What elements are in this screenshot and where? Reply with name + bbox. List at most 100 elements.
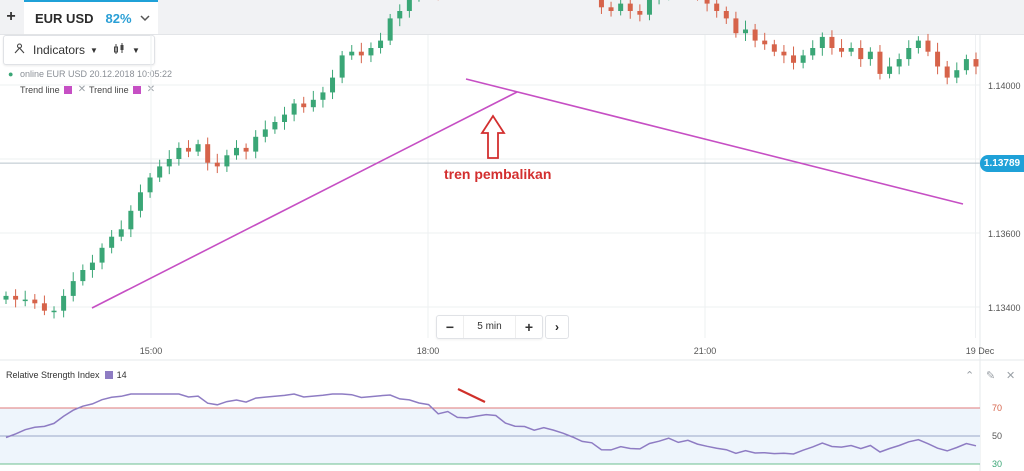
- candle-body: [32, 299, 38, 304]
- candle-body: [330, 77, 336, 93]
- candle-body: [301, 103, 307, 108]
- candle-body: [80, 270, 86, 282]
- candle-body: [51, 310, 57, 313]
- chart-type-button[interactable]: ▼: [112, 36, 140, 64]
- candle-body: [358, 51, 364, 56]
- candle-body: [109, 236, 115, 248]
- candle-body: [272, 122, 278, 130]
- indicators-icon: [14, 43, 25, 57]
- candle-body: [70, 281, 76, 296]
- uptrend-line: [91, 91, 518, 309]
- candle-body: [118, 229, 124, 237]
- status-text: online EUR USD 20.12.2018 10:05:22: [19, 69, 173, 79]
- rsi-period: 14: [116, 370, 127, 380]
- candle-body: [887, 66, 893, 74]
- candle-body: [906, 48, 912, 60]
- candle-body: [877, 51, 883, 74]
- timeframe-control: − 5 min +: [436, 315, 543, 339]
- candle-body: [166, 159, 172, 167]
- tab-bar: + EUR USD 82%: [0, 0, 1024, 35]
- chart-toolbar: Indicators ▼ ▼: [3, 35, 155, 65]
- chevron-down-icon[interactable]: [140, 12, 150, 26]
- candlestick-icon: [112, 42, 126, 59]
- candle-body: [262, 129, 268, 137]
- candle-body: [233, 147, 239, 156]
- candle-body: [771, 44, 777, 52]
- rsi-line: [5, 393, 977, 455]
- arrow-up-icon: [480, 114, 506, 159]
- time-axis-label: 21:00: [693, 346, 717, 356]
- trend-line-legend-2: Trend line ✕: [89, 84, 155, 95]
- candle-body: [810, 48, 816, 56]
- price-axis-label: 1.13400: [988, 303, 1021, 313]
- trend-line-color-swatch[interactable]: [132, 85, 141, 94]
- candle-body: [224, 155, 230, 167]
- add-tab-button[interactable]: +: [6, 8, 16, 25]
- candle-body: [848, 48, 854, 52]
- asset-symbol: EUR USD: [35, 10, 94, 26]
- asset-tab[interactable]: EUR USD 82%: [24, 0, 158, 34]
- candle-body: [99, 247, 105, 263]
- status-line: ● online EUR USD 20.12.2018 10:05:22: [8, 69, 172, 79]
- caret-down-icon: ▼: [90, 45, 98, 55]
- candle-body: [944, 66, 950, 78]
- collapse-icon[interactable]: ⌃: [965, 370, 975, 382]
- rsi-title: Relative Strength Index: [6, 370, 100, 380]
- candle-body: [781, 51, 787, 56]
- price-axis-label: 1.13600: [988, 229, 1021, 239]
- edit-icon[interactable]: ✎: [986, 370, 996, 382]
- candle-body: [310, 99, 316, 108]
- candle-body: [954, 70, 960, 78]
- candle-body: [368, 48, 374, 56]
- candle-body: [157, 166, 163, 178]
- candle-body: [22, 299, 28, 302]
- candle-body: [339, 55, 345, 78]
- candle-body: [13, 295, 19, 300]
- trend-line-label: Trend line: [89, 84, 129, 95]
- candle-body: [839, 48, 845, 52]
- candle-body: [3, 295, 9, 300]
- candle-body: [205, 144, 211, 163]
- close-icon[interactable]: ✕: [1006, 370, 1016, 382]
- candle-body: [291, 103, 297, 115]
- timeframe-decrease-button[interactable]: −: [445, 319, 455, 335]
- price-axis-label: 1.14000: [988, 81, 1021, 91]
- downtrend-line: [465, 78, 964, 205]
- candle-body: [89, 262, 95, 270]
- candle-body: [41, 303, 47, 311]
- candle-body: [762, 40, 768, 45]
- candle-body: [147, 177, 153, 193]
- rsi-color-swatch[interactable]: [104, 371, 113, 379]
- candle-body: [935, 51, 941, 67]
- candle-body: [61, 295, 67, 311]
- timeframe-increase-button[interactable]: +: [524, 319, 534, 335]
- online-dot-icon: ●: [8, 69, 14, 79]
- scroll-to-latest-button[interactable]: ›: [545, 315, 569, 339]
- time-axis-label: 15:00: [139, 346, 163, 356]
- indicators-button[interactable]: Indicators ▼: [14, 36, 98, 64]
- caret-down-icon: ▼: [132, 45, 140, 55]
- candle-body: [791, 55, 797, 63]
- candle-body: [137, 192, 143, 211]
- candle-body: [925, 40, 931, 52]
- rsi-level-50: 50: [992, 431, 1003, 441]
- candle-body: [867, 51, 873, 60]
- trend-line-color-swatch[interactable]: [63, 85, 72, 94]
- annotation-text: tren pembalikan: [444, 166, 552, 182]
- rsi-level-30: 30: [992, 459, 1003, 469]
- candle-body: [896, 59, 902, 67]
- remove-trend-line-button[interactable]: ✕: [146, 84, 156, 95]
- candle-body: [243, 147, 249, 152]
- candle-body: [195, 144, 201, 152]
- rsi-level-70: 70: [992, 403, 1003, 413]
- candle-body: [973, 59, 979, 67]
- candle-body: [185, 147, 191, 152]
- indicators-label: Indicators: [33, 43, 86, 57]
- timeframe-value: 5 min: [463, 316, 516, 338]
- remove-trend-line-button[interactable]: ✕: [77, 84, 87, 95]
- candle-body: [214, 162, 220, 167]
- candle-body: [800, 55, 806, 63]
- candle-body: [963, 59, 969, 71]
- time-axis-label: 18:00: [416, 346, 440, 356]
- rsi-divergence-marker: [457, 388, 486, 403]
